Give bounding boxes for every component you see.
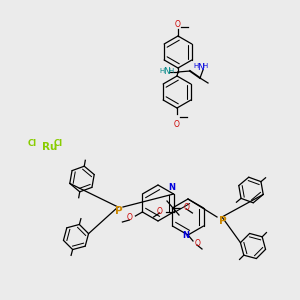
Text: O: O xyxy=(195,238,201,247)
Text: N: N xyxy=(163,68,170,76)
Text: N: N xyxy=(168,182,175,191)
Text: O: O xyxy=(175,20,180,29)
Text: Ru: Ru xyxy=(42,142,57,152)
Text: O: O xyxy=(183,203,189,212)
Text: H: H xyxy=(168,68,173,74)
Text: O: O xyxy=(127,214,132,223)
Text: Cl: Cl xyxy=(54,140,63,148)
Text: N: N xyxy=(197,62,204,71)
Text: O: O xyxy=(173,120,179,129)
Text: O: O xyxy=(157,208,163,217)
Text: H: H xyxy=(159,68,164,74)
Text: N: N xyxy=(182,230,189,239)
Text: H: H xyxy=(202,63,207,69)
Text: H: H xyxy=(193,63,198,69)
Text: P: P xyxy=(115,206,123,216)
Text: Cl: Cl xyxy=(28,140,37,148)
Text: P: P xyxy=(219,216,226,226)
